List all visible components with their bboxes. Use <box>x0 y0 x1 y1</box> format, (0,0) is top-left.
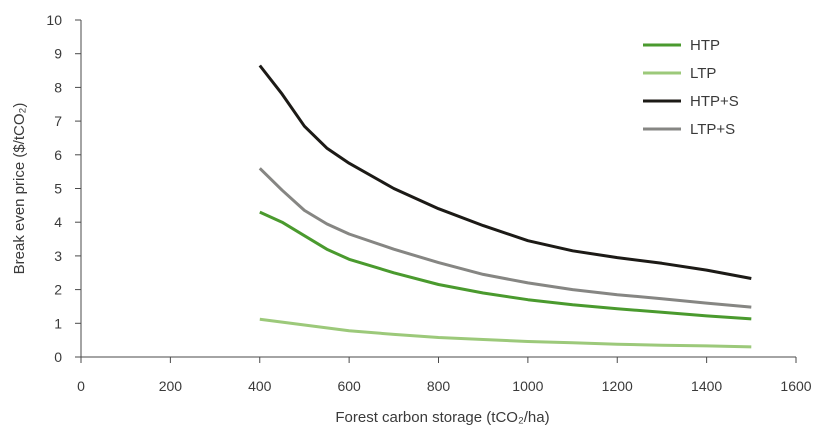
x-tick-label: 1000 <box>512 378 543 394</box>
series-lines <box>258 64 752 349</box>
x-tick-label: 1400 <box>691 378 722 394</box>
y-tick-label: 5 <box>54 181 62 197</box>
y-tick-label: 10 <box>46 12 62 28</box>
axes <box>80 20 796 358</box>
y-tick-label: 4 <box>54 214 62 230</box>
legend-label-ltp-plus-s: LTP+S <box>690 121 735 138</box>
y-tick-label: 2 <box>54 282 62 298</box>
y-axis-ticks: 0 1 2 3 4 5 6 7 8 9 10 <box>46 12 81 365</box>
legend-label-ltp: LTP <box>690 65 716 82</box>
x-axis-ticks: 0 200 400 600 800 1000 1200 1400 1600 <box>77 357 812 394</box>
y-tick-label: 3 <box>54 248 62 264</box>
x-tick-label: 1600 <box>780 378 811 394</box>
x-axis-title: Forest carbon storage (tCO₂/ha) <box>335 409 549 426</box>
series-line-htp <box>259 210 752 321</box>
y-tick-label: 0 <box>54 349 62 365</box>
series-line-htp-plus-s <box>258 64 752 280</box>
x-tick-label: 600 <box>337 378 361 394</box>
x-tick-label: 400 <box>248 378 272 394</box>
legend: HTP LTP HTP+S LTP+S <box>643 37 739 138</box>
series-line-ltp <box>259 317 752 349</box>
series-line-ltp-plus-s <box>258 167 752 309</box>
y-tick-label: 9 <box>54 46 62 62</box>
y-tick-label: 6 <box>54 147 62 163</box>
x-tick-label: 200 <box>159 378 183 394</box>
y-tick-label: 7 <box>54 113 62 129</box>
y-tick-label: 1 <box>54 315 62 331</box>
legend-label-htp-plus-s: HTP+S <box>690 93 739 110</box>
y-axis-title: Break even price ($/tCO₂) <box>11 103 28 275</box>
legend-label-htp: HTP <box>690 37 720 54</box>
y-axis-title-group: Break even price ($/tCO₂) <box>11 103 28 275</box>
y-tick-label: 8 <box>54 79 62 95</box>
x-tick-label: 800 <box>427 378 451 394</box>
x-tick-label: 1200 <box>602 378 633 394</box>
x-tick-label: 0 <box>77 378 85 394</box>
